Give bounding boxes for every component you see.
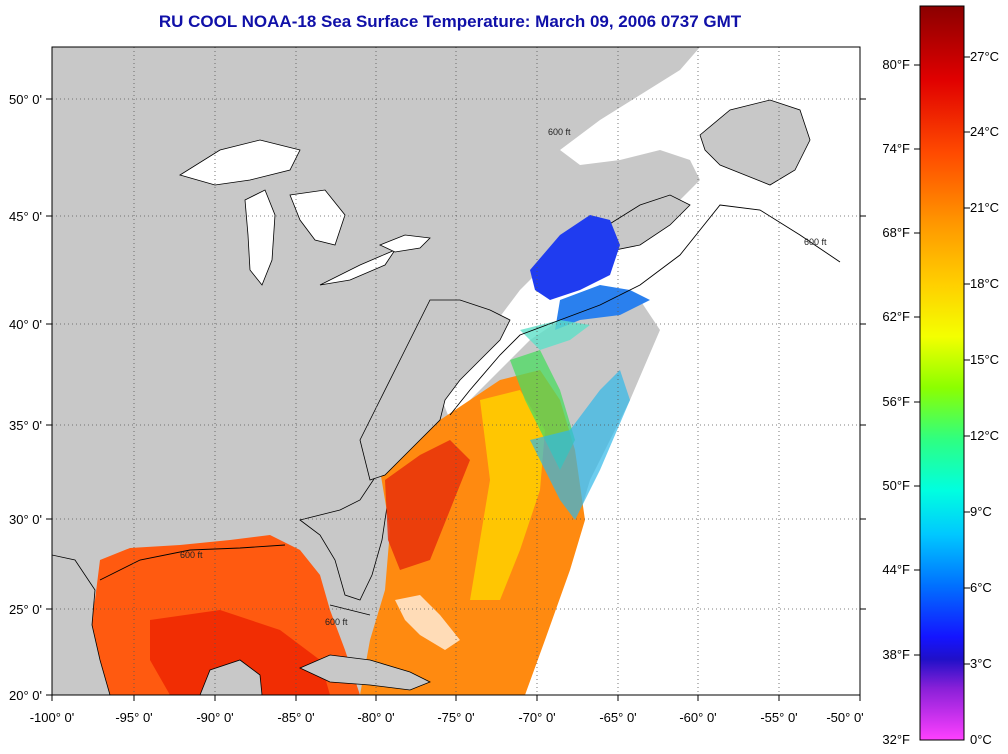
- y-tick-label: 45° 0': [9, 209, 42, 224]
- x-tick-label: -70° 0': [518, 710, 555, 725]
- yucatan-land: [199, 659, 263, 695]
- x-tick-label: -60° 0': [679, 710, 716, 725]
- colorbar-f-label: 68°F: [882, 225, 910, 240]
- colorbar-f-label: 56°F: [882, 394, 910, 409]
- offshore-cyan-patchy: [530, 370, 630, 520]
- x-tick-label: -100° 0': [30, 710, 75, 725]
- shelf-cold-tongue: [555, 285, 650, 330]
- colorbar-c-label: 27°C: [970, 49, 999, 64]
- isobath-label: 600 ft: [804, 237, 827, 247]
- map-title: RU COOL NOAA-18 Sea Surface Temperature:…: [158, 12, 742, 31]
- colorbar: 80°F 74°F 68°F 62°F 56°F 50°F 44°F 38°F …: [882, 5, 999, 747]
- bahamas-shallows: [395, 595, 460, 650]
- x-tick-label: -90° 0': [196, 710, 233, 725]
- florida-land: [299, 469, 389, 601]
- colorbar-c-label: 6°C: [970, 580, 992, 595]
- colorbar-c-label: 12°C: [970, 428, 999, 443]
- gulf-of-maine-cold-water: [530, 215, 620, 300]
- colorbar-f-label: 44°F: [882, 562, 910, 577]
- map-grid: [52, 47, 860, 695]
- newfoundland-land: [699, 99, 811, 186]
- colorbar-c-label: 21°C: [970, 200, 999, 215]
- x-tick-label: -80° 0': [357, 710, 394, 725]
- colorbar-c-label: 0°C: [970, 732, 992, 747]
- x-tick-label: -55° 0': [760, 710, 797, 725]
- y-tick-label: 25° 0': [9, 602, 42, 617]
- colorbar-f-label: 74°F: [882, 141, 910, 156]
- y-tick-label: 30° 0': [9, 512, 42, 527]
- y-tick-label: 50° 0': [9, 92, 42, 107]
- x-axis-labels: -100° 0' -95° 0' -90° 0' -85° 0' -80° 0'…: [30, 710, 864, 725]
- colorbar-c-label: 18°C: [970, 276, 999, 291]
- colorbar-f-label: 32°F: [882, 732, 910, 747]
- isobath-label: 600 ft: [548, 127, 571, 137]
- y-tick-label: 40° 0': [9, 317, 42, 332]
- nova-scotia-land: [599, 194, 691, 251]
- colorbar-gradient: [919, 5, 965, 741]
- y-tick-label: 20° 0': [9, 688, 42, 703]
- x-tick-label: -50° 0': [826, 710, 863, 725]
- shelf-warm-band: [385, 440, 470, 570]
- isobath-label: 600 ft: [325, 617, 348, 627]
- x-tick-label: -85° 0': [277, 710, 314, 725]
- colorbar-f-label: 38°F: [882, 647, 910, 662]
- map-ticks: [46, 98, 866, 701]
- colorbar-f-label: 50°F: [882, 478, 910, 493]
- gulf-warm-core: [150, 610, 330, 695]
- lake-huron: [289, 189, 346, 246]
- lake-superior: [179, 139, 301, 186]
- colorbar-c-label: 15°C: [970, 352, 999, 367]
- isobath-600ft: [99, 204, 841, 616]
- lake-michigan: [244, 189, 276, 286]
- x-tick-label: -95° 0': [115, 710, 152, 725]
- y-tick-label: 35° 0': [9, 418, 42, 433]
- colorbar-c-label: 3°C: [970, 656, 992, 671]
- lake-erie: [319, 249, 397, 286]
- colorbar-c-label: 9°C: [970, 504, 992, 519]
- cuba-land: [299, 654, 431, 691]
- east-coast-land: [359, 299, 511, 481]
- lake-ontario: [378, 234, 431, 253]
- x-tick-label: -75° 0': [437, 710, 474, 725]
- colorbar-c-label: 24°C: [970, 124, 999, 139]
- y-axis-labels: 50° 0' 45° 0' 40° 0' 35° 0' 30° 0' 25° 0…: [9, 92, 42, 703]
- offshore-yellow-band: [470, 390, 545, 600]
- colorbar-f-label: 80°F: [882, 57, 910, 72]
- map-panel: 600 ft 600 ft 600 ft 600 ft: [52, 47, 860, 695]
- mexico-land: [52, 554, 111, 695]
- isobath-label: 600 ft: [180, 550, 203, 560]
- x-tick-label: -65° 0': [599, 710, 636, 725]
- colorbar-f-label: 62°F: [882, 309, 910, 324]
- slope-teal-water: [520, 320, 590, 350]
